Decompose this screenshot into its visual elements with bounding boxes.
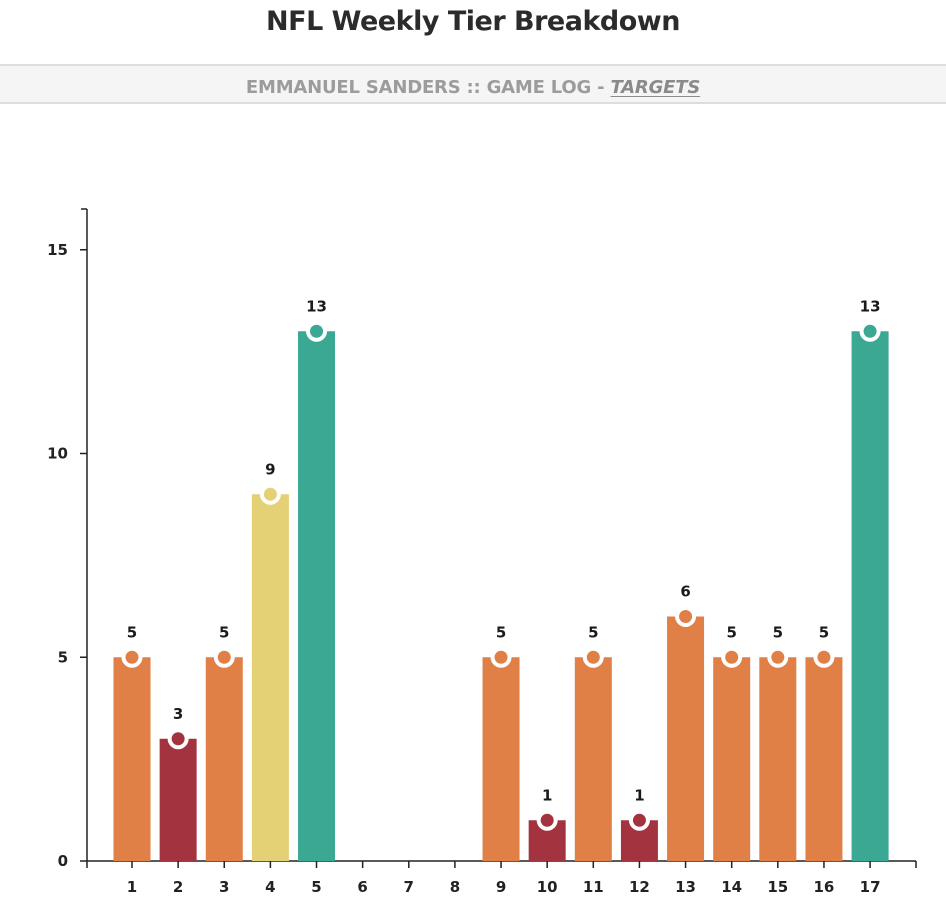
x-tick-label: 6 [357, 878, 367, 896]
data-label: 6 [680, 583, 690, 601]
bar-marker-dot[interactable] [679, 610, 693, 623]
x-tick-label: 7 [404, 878, 414, 896]
bar-marker-dot[interactable] [125, 650, 139, 664]
data-label: 5 [127, 623, 137, 641]
x-tick-label: 1 [127, 878, 137, 896]
bar-marker-dot[interactable] [586, 650, 600, 664]
bar-week-14[interactable] [713, 657, 751, 861]
bar-week-13[interactable] [667, 616, 705, 862]
x-tick-label: 14 [721, 878, 742, 896]
bar-marker-dot[interactable] [310, 324, 324, 338]
bar-marker-dot[interactable] [217, 650, 231, 664]
x-tick-label: 12 [629, 878, 650, 896]
data-label: 13 [860, 297, 881, 315]
x-tick-label: 9 [496, 878, 506, 896]
metric-selector-link[interactable]: TARGETS [610, 77, 701, 98]
x-tick-label: 17 [860, 878, 881, 896]
y-tick-label: 0 [58, 852, 68, 870]
bar-week-16[interactable] [805, 657, 843, 861]
bar-marker-dot[interactable] [817, 650, 831, 664]
data-label: 1 [542, 786, 552, 804]
bar-week-1[interactable] [113, 657, 151, 861]
bar-marker-dot[interactable] [632, 813, 646, 827]
x-tick-label: 13 [675, 878, 696, 896]
data-label: 9 [265, 460, 275, 478]
bar-week-5[interactable] [298, 331, 336, 861]
bar-marker-dot[interactable] [771, 650, 785, 664]
bar-marker-dot[interactable] [171, 732, 185, 746]
x-tick-label: 2 [173, 878, 183, 896]
subtitle-bar: EMMANUEL SANDERS :: GAME LOG - TARGETS [0, 64, 946, 104]
x-tick-label: 4 [265, 878, 275, 896]
bar-week-2[interactable] [159, 738, 197, 861]
bar-week-9[interactable] [482, 657, 520, 861]
bar-marker-dot[interactable] [263, 487, 277, 501]
bar-week-4[interactable] [251, 494, 289, 861]
x-tick-label: 11 [583, 878, 604, 896]
bar-marker-dot[interactable] [725, 650, 739, 664]
data-label: 13 [306, 297, 327, 315]
data-label: 3 [173, 705, 183, 723]
x-tick-label: 15 [767, 878, 788, 896]
bar-marker-dot[interactable] [494, 650, 508, 664]
x-tick-label: 3 [219, 878, 229, 896]
data-label: 1 [634, 786, 644, 804]
y-tick-label: 15 [47, 241, 68, 259]
x-tick-label: 5 [311, 878, 321, 896]
y-tick-label: 10 [47, 445, 68, 463]
data-label: 5 [496, 623, 506, 641]
bar-week-11[interactable] [574, 657, 612, 861]
data-label: 5 [819, 623, 829, 641]
page-title: NFL Weekly Tier Breakdown [266, 6, 680, 37]
bar-marker-dot[interactable] [540, 813, 554, 827]
x-tick-label: 8 [450, 878, 460, 896]
data-label: 5 [219, 623, 229, 641]
bar-week-17[interactable] [851, 331, 889, 861]
subtitle-player-text: EMMANUEL SANDERS :: GAME LOG - [245, 77, 611, 98]
y-tick-label: 5 [58, 648, 68, 666]
data-label: 5 [726, 623, 736, 641]
bar-marker-dot[interactable] [863, 324, 877, 338]
x-tick-label: 10 [537, 878, 558, 896]
data-label: 5 [773, 623, 783, 641]
bar-week-15[interactable] [759, 657, 797, 861]
bar-week-3[interactable] [205, 657, 243, 861]
x-tick-label: 16 [814, 878, 835, 896]
data-label: 5 [588, 623, 598, 641]
